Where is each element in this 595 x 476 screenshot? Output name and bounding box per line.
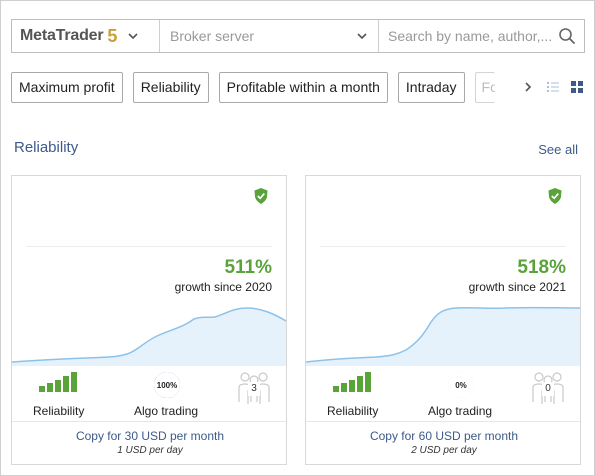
algo-trading-label: Algo trading <box>428 404 493 418</box>
subscribers-metric: 0 <box>530 370 570 406</box>
signal-card[interactable]: 518% growth since 2021 Reliability 0% Al… <box>305 175 581 465</box>
chevron-down-icon <box>357 33 367 40</box>
reliability-label: Reliability <box>327 404 379 418</box>
algo-value: 100% <box>154 372 180 398</box>
chevron-down-icon <box>128 33 138 40</box>
see-all-link[interactable]: See all <box>538 142 578 157</box>
growth-value: 518% <box>517 257 566 278</box>
algo-value: 0% <box>448 372 474 398</box>
reliability-metric: Reliability <box>30 372 92 418</box>
reliability-bars <box>333 372 377 392</box>
chip-reliability[interactable]: Reliability <box>132 71 209 103</box>
growth-value: 511% <box>224 257 272 278</box>
section-title: Reliability <box>14 139 79 156</box>
growth-label: growth since 2020 <box>174 280 272 294</box>
chips-fade <box>494 71 509 103</box>
chip-partial[interactable]: Fo <box>474 71 495 103</box>
search-icon[interactable] <box>558 27 576 45</box>
quick-filter-chips: Maximum profit Reliability Profitable wi… <box>11 71 585 103</box>
algo-trading-metric: 100% Algo trading <box>128 372 208 418</box>
broker-server-placeholder: Broker server <box>170 28 255 44</box>
card-metrics: Reliability 100% Algo trading <box>12 368 286 420</box>
growth-chart <box>306 306 580 366</box>
card-metrics: Reliability 0% Algo trading 0 <box>306 368 580 420</box>
card-footer: Copy for 60 USD per month 2 USD per day <box>306 421 580 464</box>
per-day-price: 2 USD per day <box>411 445 477 456</box>
search-box <box>379 20 584 52</box>
chip-profitable-within-month[interactable]: Profitable within a month <box>218 71 388 103</box>
platform-select[interactable]: MetaTrader 5 <box>12 20 160 52</box>
divider <box>26 246 272 247</box>
reliability-metric: Reliability <box>324 372 386 418</box>
algo-trading-label: Algo trading <box>134 404 199 418</box>
chevron-right-icon[interactable] <box>519 77 537 97</box>
copy-subscribe-link[interactable]: Copy for 60 USD per month <box>369 429 519 443</box>
copy-subscribe-link[interactable]: Copy for 30 USD per month <box>75 429 225 443</box>
chip-intraday[interactable]: Intraday <box>397 71 465 103</box>
list-view-icon[interactable] <box>545 79 561 95</box>
growth-chart <box>12 307 286 366</box>
platform-name: MetaTrader <box>20 27 104 44</box>
subscribers-count: 3 <box>248 382 260 396</box>
per-day-price: 1 USD per day <box>117 445 183 456</box>
platform-version: 5 <box>107 25 118 46</box>
search-input[interactable] <box>388 28 554 44</box>
shield-check-icon <box>548 188 562 204</box>
subscribers-metric: 3 <box>236 370 276 406</box>
filter-bar: MetaTrader 5 Broker server <box>11 19 585 53</box>
signal-card[interactable]: 511% growth since 2020 Reliability 100% … <box>11 175 287 465</box>
reliability-label: Reliability <box>33 404 85 418</box>
growth-label: growth since 2021 <box>468 280 566 294</box>
subscribers-count: 0 <box>542 382 554 396</box>
card-footer: Copy for 30 USD per month 1 USD per day <box>12 421 286 464</box>
chip-maximum-profit[interactable]: Maximum profit <box>11 71 123 103</box>
grid-view-icon[interactable] <box>569 79 585 95</box>
broker-server-select[interactable]: Broker server <box>160 20 379 52</box>
algo-trading-metric: 0% Algo trading <box>422 372 502 418</box>
reliability-bars <box>39 372 83 392</box>
divider <box>320 246 566 247</box>
shield-check-icon <box>254 188 268 204</box>
